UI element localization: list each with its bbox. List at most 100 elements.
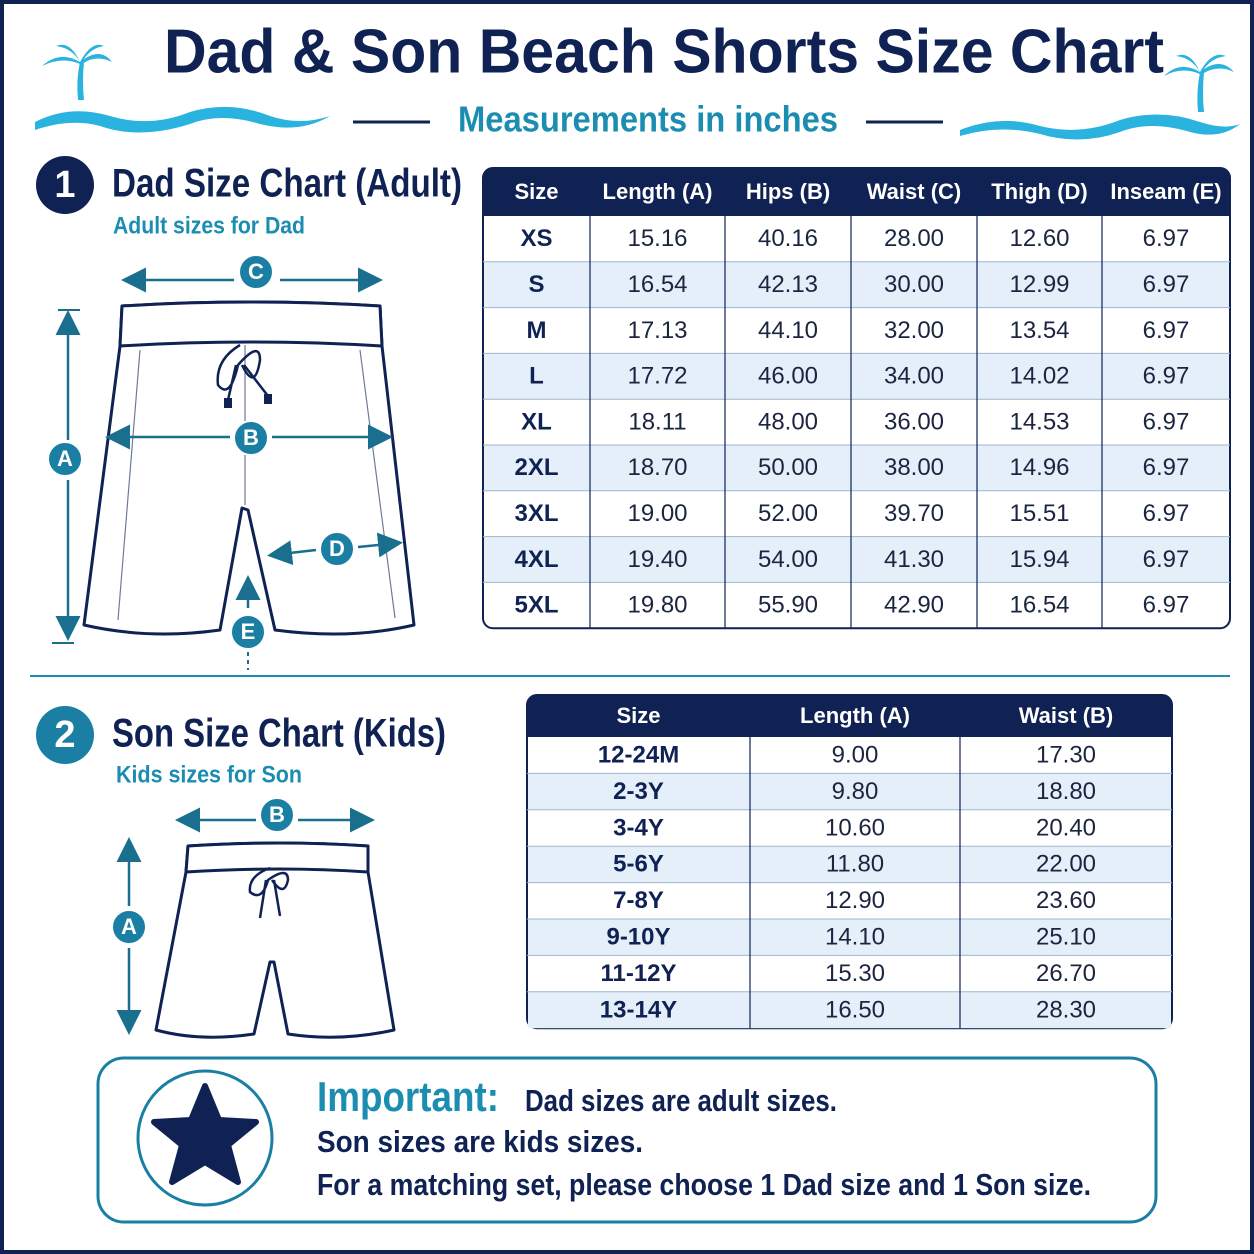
measure-letter: D [329,536,345,561]
value-cell: 6.97 [1143,317,1190,344]
value-cell: 10.60 [825,814,885,841]
value-cell: 6.97 [1143,271,1190,298]
size-cell: 2-3Y [613,778,664,805]
value-cell: 54.00 [758,546,818,573]
table-header: Size [616,703,660,728]
palm-right [960,54,1240,140]
value-cell: 15.30 [825,960,885,987]
value-cell: 17.13 [627,317,687,344]
section-subtitle: Kids sizes for Son [116,761,302,788]
value-cell: 6.97 [1143,363,1190,390]
size-cell: L [529,363,544,390]
row-stripe [528,773,1171,810]
value-cell: 14.96 [1009,454,1069,481]
section-number: 2 [54,714,75,756]
note-label: Important: [317,1073,499,1120]
size-cell: 13-14Y [600,996,677,1023]
value-cell: 41.30 [884,546,944,573]
value-cell: 14.02 [1009,363,1069,390]
value-cell: 42.13 [758,271,818,298]
table-header: Length (A) [603,179,713,204]
value-cell: 6.97 [1143,408,1190,435]
value-cell: 15.94 [1009,546,1069,573]
value-cell: 6.97 [1143,225,1190,252]
value-cell: 9.00 [832,742,879,769]
value-cell: 17.30 [1036,742,1096,769]
value-cell: 16.50 [825,996,885,1023]
value-cell: 6.97 [1143,592,1190,619]
value-cell: 23.60 [1036,887,1096,914]
size-cell: 11-12Y [600,960,676,987]
table-header: Inseam (E) [1110,179,1221,204]
section-subtitle: Adult sizes for Dad [113,212,305,239]
size-cell: 5XL [514,592,558,619]
measure-badge [259,797,295,833]
value-cell: 34.00 [884,363,944,390]
value-cell: 40.16 [758,225,818,252]
row-stripe [528,991,1171,1029]
measure-badge [319,531,355,567]
value-cell: 12.99 [1009,271,1069,298]
value-cell: 32.00 [884,317,944,344]
size-cell: 7-8Y [613,887,664,914]
title: Dad & Son Beach Shorts Size Chart [164,17,1164,86]
subtitle: Measurements in inches [458,99,838,140]
value-cell: 28.00 [884,225,944,252]
value-cell: 14.10 [825,924,885,951]
measure-letter: A [57,446,73,471]
value-cell: 16.54 [627,271,687,298]
value-cell: 6.97 [1143,546,1190,573]
value-cell: 19.00 [627,500,687,527]
note-box [96,1056,1158,1224]
size-cell: 3-4Y [613,814,664,841]
value-cell: 16.54 [1009,592,1069,619]
value-cell: 19.80 [627,592,687,619]
value-cell: 25.10 [1036,924,1096,951]
note-line: Dad sizes are adult sizes. [525,1083,837,1118]
value-cell: 9.80 [832,778,879,805]
size-cell: XL [521,408,552,435]
table-header: Hips (B) [746,179,830,204]
measure-badge [233,420,269,456]
value-cell: 19.40 [627,546,687,573]
value-cell: 48.00 [758,408,818,435]
row-stripe [484,261,1229,308]
table-header: Waist (C) [867,179,962,204]
size-cell: 5-6Y [613,851,664,878]
note-line: Son sizes are kids sizes. [317,1124,643,1159]
value-cell: 18.70 [627,454,687,481]
size-cell: 9-10Y [606,924,670,951]
palm-left [35,44,330,133]
row-stripe [484,536,1229,583]
section-number: 1 [54,164,75,206]
value-cell: 52.00 [758,500,818,527]
section-title: Son Size Chart (Kids) [112,712,446,756]
value-cell: 28.30 [1036,996,1096,1023]
value-cell: 12.90 [825,887,885,914]
value-cell: 13.54 [1009,317,1069,344]
value-cell: 44.10 [758,317,818,344]
value-cell: 55.90 [758,592,818,619]
size-cell: M [527,317,547,344]
value-cell: 6.97 [1143,500,1190,527]
value-cell: 17.72 [627,363,687,390]
table-header: Thigh (D) [991,179,1088,204]
table-header: Size [514,179,558,204]
value-cell: 39.70 [884,500,944,527]
value-cell: 26.70 [1036,960,1096,987]
value-cell: 22.00 [1036,851,1096,878]
value-cell: 30.00 [884,271,944,298]
size-cell: S [528,271,544,298]
section-title: Dad Size Chart (Adult) [112,162,462,206]
measure-badge [47,441,83,477]
value-cell: 15.51 [1009,500,1069,527]
size-cell: 12-24M [598,742,679,769]
row-stripe [484,353,1229,400]
value-cell: 46.00 [758,363,818,390]
section-badge [36,156,94,214]
row-stripe [528,919,1171,956]
measure-letter: C [248,259,264,284]
row-stripe [528,846,1171,883]
table-header-bg [483,168,1230,216]
measure-letter: E [241,619,256,644]
